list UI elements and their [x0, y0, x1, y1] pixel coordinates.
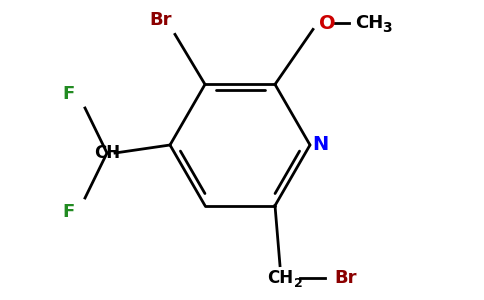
Text: CH: CH [267, 268, 293, 286]
Text: O: O [318, 14, 335, 33]
Text: 2: 2 [294, 277, 302, 290]
Text: 3: 3 [382, 21, 392, 35]
Text: CH: CH [355, 14, 383, 32]
Text: F: F [63, 203, 75, 221]
Text: N: N [312, 136, 328, 154]
Text: CH: CH [94, 144, 120, 162]
Text: Br: Br [150, 11, 172, 29]
Text: Br: Br [335, 268, 357, 286]
Text: F: F [63, 85, 75, 103]
